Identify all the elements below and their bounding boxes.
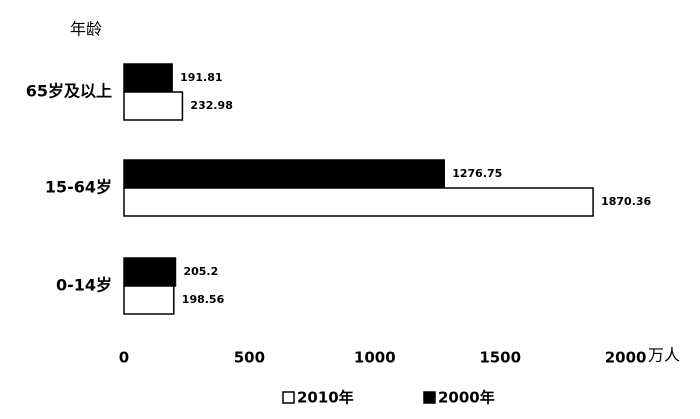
bar	[123, 63, 173, 93]
y-axis-label: 年龄	[70, 20, 102, 39]
bar	[123, 159, 445, 189]
value-label: 1276.75	[452, 167, 502, 180]
category-label: 15-64岁	[45, 178, 112, 197]
bar	[123, 91, 184, 121]
x-tick-label: 1500	[479, 349, 521, 367]
x-tick-label: 500	[234, 349, 265, 367]
value-label: 1870.36	[601, 195, 651, 208]
legend-label: 2010年	[297, 389, 354, 407]
value-label: 205.2	[183, 265, 218, 278]
x-tick-label: 2000	[605, 349, 647, 367]
bar	[123, 187, 594, 217]
category-label: 65岁及以上	[26, 82, 112, 101]
value-label: 198.56	[182, 293, 225, 306]
value-label: 191.81	[180, 71, 222, 84]
x-tick-label: 0	[119, 349, 129, 367]
legend-swatch	[282, 391, 295, 404]
value-label: 232.98	[190, 99, 232, 112]
category-label: 0-14岁	[56, 276, 112, 295]
bar	[123, 285, 175, 315]
bar	[123, 257, 177, 287]
legend-swatch	[423, 391, 436, 404]
x-axis-label: 万人	[648, 346, 680, 365]
x-tick-label: 1000	[354, 349, 396, 367]
legend-label: 2000年	[438, 389, 495, 407]
